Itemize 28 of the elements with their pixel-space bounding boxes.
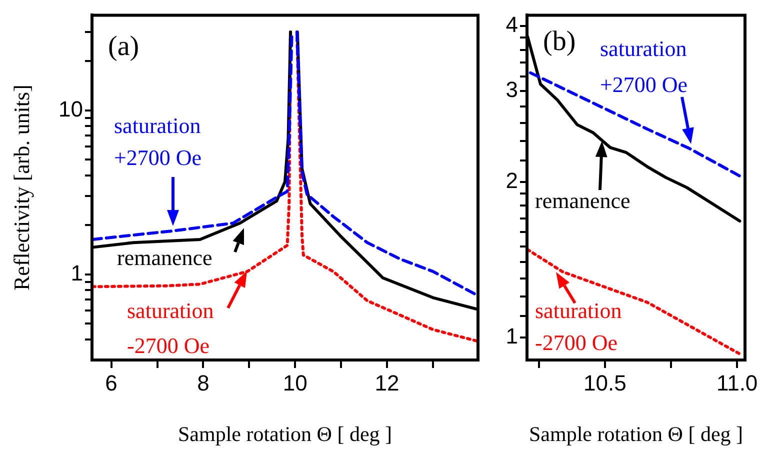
annotation: saturation <box>114 113 201 138</box>
x-tick-label: 10.5 <box>584 370 626 396</box>
annotation: remanence <box>535 188 630 213</box>
annotation: saturation <box>535 298 622 323</box>
annotation: +2700 Oe <box>600 72 688 97</box>
y-tick-label: 3 <box>506 76 518 102</box>
line-series <box>528 71 744 179</box>
y-tick-label: 1 <box>506 324 518 349</box>
annotation: -2700 Oe <box>127 333 210 358</box>
y-tick-label: 1 <box>70 260 83 286</box>
annotation: remanence <box>117 245 212 270</box>
annotation: saturation <box>600 36 687 61</box>
annotation: (b) <box>543 26 576 57</box>
y-axis-title: Reflectivity [arb. units] <box>8 84 34 291</box>
line-series <box>527 248 742 356</box>
x-tick-label: 6 <box>105 370 118 396</box>
annotation: (a) <box>108 31 140 62</box>
annotation: +2700 Oe <box>114 145 202 170</box>
y-tick-label: 4 <box>506 12 518 38</box>
annotation: saturation <box>127 298 214 323</box>
annotation: -2700 Oe <box>535 330 618 355</box>
x-axis-title: Sample rotation Θ [ deg ] <box>528 422 744 446</box>
x-tick-label: 10 <box>282 370 308 396</box>
x-tick-label: 11.0 <box>716 370 758 396</box>
x-tick-label: 12 <box>374 370 400 396</box>
x-axis-title: Sample rotation Θ [ deg ] <box>178 422 392 446</box>
y-tick-label: 2 <box>506 168 518 193</box>
x-tick-label: 8 <box>197 370 210 396</box>
